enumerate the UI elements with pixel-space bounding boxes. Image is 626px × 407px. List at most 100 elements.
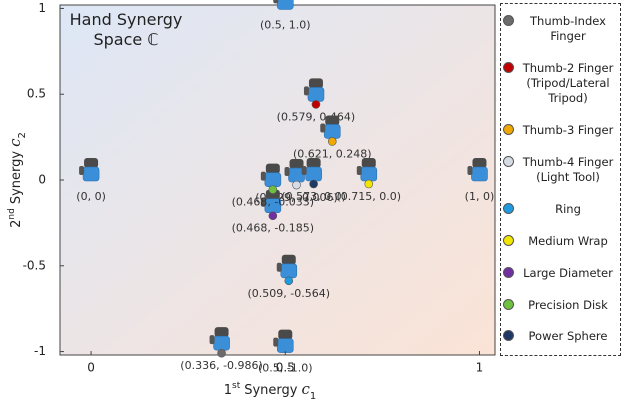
legend-swatch: [503, 156, 514, 167]
legend-entry: Thumb-2 Finger (Tripod/Lateral Tripod): [503, 61, 618, 106]
hand-thumb: [467, 166, 472, 175]
hand-thumb: [357, 166, 362, 175]
hand-palm: [214, 336, 230, 350]
hand-thumb: [261, 172, 266, 181]
point-label: (0.715, 0.0): [336, 190, 401, 203]
xlabel-part: st: [232, 381, 241, 391]
grasp-marker: [310, 180, 318, 188]
y-tick-label: 0: [38, 173, 46, 187]
hand-palm: [471, 167, 487, 181]
hand-palm: [277, 0, 293, 9]
point-label: (0.573, 0.0): [281, 190, 346, 203]
hand-fingers: [362, 158, 376, 168]
hand-thumb: [277, 263, 282, 272]
legend-entry: Medium Wrap: [503, 234, 618, 249]
legend-entry: Thumb-4 Finger (Light Tool): [503, 155, 618, 185]
hand-thumb: [320, 123, 325, 132]
point-label: (0, 0): [76, 190, 106, 203]
legend-entry: Power Sphere: [503, 329, 618, 344]
legend-swatch: [503, 235, 514, 246]
xlabel-part: 1: [310, 391, 316, 402]
hand-fingers: [84, 158, 98, 168]
hand-fingers: [278, 330, 292, 340]
point-label: (0.5, 1.0): [260, 18, 311, 31]
hand-palm: [308, 87, 324, 101]
x-tick-label: 0: [87, 361, 95, 375]
y-tick-label: 1: [38, 1, 46, 15]
legend-swatch: [503, 267, 514, 278]
hand-palm: [83, 167, 99, 181]
hand-fingers: [290, 159, 304, 169]
ylabel-part: nd: [7, 208, 17, 219]
hand-fingers: [472, 158, 486, 168]
hand-thumb: [79, 166, 84, 175]
y-tick-label: -1: [34, 344, 46, 358]
legend-swatch: [503, 203, 514, 214]
ylabel-part: 2: [9, 220, 24, 228]
hand-fingers: [282, 255, 296, 265]
xlabel-part: 1: [224, 383, 232, 398]
legend-swatch: [503, 124, 514, 135]
legend-label: Large Diameter: [518, 266, 618, 281]
point-label: (0.468, -0.185): [232, 222, 315, 235]
legend-entry: Ring: [503, 202, 618, 217]
legend-swatch: [503, 330, 514, 341]
legend-label: Precision Disk: [518, 298, 618, 313]
hand-palm: [281, 264, 297, 278]
legend-label: Medium Wrap: [518, 234, 618, 249]
hand-thumb: [273, 338, 278, 347]
legend-swatch: [503, 299, 514, 310]
point-label: (0.621, 0.248): [293, 147, 372, 160]
y-tick-label: 0.5: [27, 87, 46, 101]
hand-palm: [265, 173, 281, 187]
hand-palm: [277, 339, 293, 353]
point-label: (1, 0): [465, 190, 495, 203]
hand-palm: [361, 167, 377, 181]
hand-fingers: [307, 158, 321, 168]
hand-fingers: [215, 327, 229, 337]
legend-swatch: [503, 62, 514, 73]
hand-fingers: [266, 164, 280, 174]
legend-entry: Thumb-Index Finger: [503, 14, 618, 44]
grasp-marker: [328, 137, 336, 145]
hand-palm: [324, 124, 340, 138]
grasp-marker: [312, 100, 320, 108]
grasp-marker: [269, 212, 277, 220]
legend-swatch: [503, 15, 514, 26]
chart-title: Hand Synergy Space ℂ: [66, 10, 186, 50]
ylabel-part: Synergy: [9, 151, 24, 205]
xlabel-part: Synergy: [244, 383, 298, 398]
point-label: (0.579, 0.464): [277, 110, 356, 123]
legend-label: Thumb-4 Finger (Light Tool): [518, 155, 618, 185]
ylabel-label: 2ndSynergyc2: [6, 132, 28, 228]
page: (0.336, -0.986) (0.579, 0.464) (0.621, 0.2…: [0, 0, 626, 407]
grasp-marker: [269, 186, 277, 194]
hand-palm: [306, 167, 322, 181]
legend-entry: Thumb-3 Finger: [503, 123, 618, 138]
hand-thumb: [273, 0, 278, 3]
legend-label: Ring: [518, 202, 618, 217]
grasp-marker: [218, 349, 226, 357]
hand-thumb: [285, 167, 290, 176]
hand-thumb: [302, 166, 307, 175]
hand-fingers: [325, 115, 339, 125]
hand-thumb: [304, 86, 309, 95]
point-label: (0.509, -0.564): [247, 287, 330, 300]
legend: Thumb-Index Finger Thumb-2 Finger (Tripod…: [500, 3, 621, 356]
hand-thumb: [210, 335, 215, 344]
legend-entry: Precision Disk: [503, 298, 618, 313]
legend-label: Power Sphere: [518, 329, 618, 344]
x-tick-label: 0.5: [276, 361, 295, 375]
legend-label: Thumb-Index Finger: [518, 14, 618, 44]
ylabel-part: 2: [17, 132, 28, 138]
x-tick-label: 1: [476, 361, 484, 375]
grasp-marker: [285, 277, 293, 285]
hand-fingers: [309, 78, 323, 88]
legend-label: Thumb-2 Finger (Tripod/Lateral Tripod): [518, 61, 618, 106]
legend-label: Thumb-3 Finger: [518, 123, 618, 138]
point-label: (0.336, -0.986): [180, 359, 263, 372]
grasp-marker: [293, 181, 301, 189]
legend-entry: Large Diameter: [503, 266, 618, 281]
grasp-marker: [365, 180, 373, 188]
